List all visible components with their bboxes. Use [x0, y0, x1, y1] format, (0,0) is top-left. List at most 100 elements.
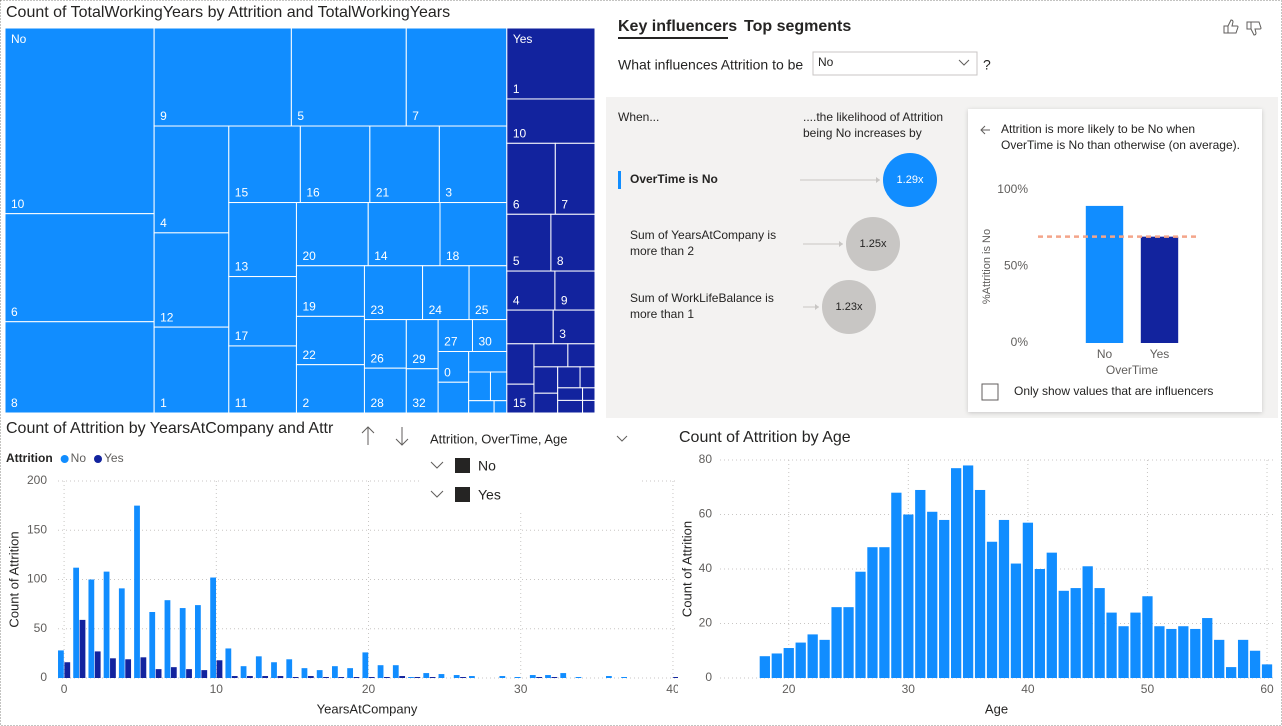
detail-chart: 0% 50% 100% OverTime %Attrition is No No Yes [981, 182, 1197, 377]
legend-label: Yes [104, 451, 124, 465]
treemap-cell [506, 213, 552, 272]
column-header: being No increases by [803, 126, 922, 140]
checkbox[interactable] [981, 383, 999, 401]
visual-title: Count of TotalWorkingYears by Attrition … [6, 4, 450, 21]
treemap-cell [557, 387, 584, 401]
bar [149, 612, 156, 678]
cell-label: 5 [297, 109, 304, 123]
bar [939, 519, 950, 678]
x-tick-label: 20 [782, 682, 796, 696]
bar [819, 639, 830, 678]
treemap-cell [554, 270, 596, 311]
y-tick-label: 150 [27, 522, 47, 536]
thumbs-up-icon[interactable] [1223, 19, 1239, 34]
cell-label: 27 [444, 335, 458, 349]
bar [240, 666, 247, 678]
treemap-cell [554, 142, 596, 215]
cell-label: 5 [513, 254, 520, 268]
bar [186, 669, 192, 678]
bar [286, 659, 293, 678]
selection-bar [618, 171, 621, 189]
detail-title: OverTime is No than otherwise (on averag… [1001, 138, 1240, 152]
treemap-cell [506, 383, 535, 414]
x-tick-label: 10 [210, 682, 224, 696]
y-tick-label: 60 [699, 507, 713, 521]
cell-label: 10 [513, 126, 527, 140]
slicer-chevron[interactable] [616, 435, 628, 442]
tab[interactable]: Top segments [744, 18, 851, 35]
treemap-cell [468, 265, 508, 321]
key-influencers-visual: Key influencers Top segments What influe… [606, 18, 1278, 418]
help-mark: ? [983, 57, 991, 73]
expand-chevron[interactable] [430, 461, 444, 469]
legend-marker [60, 455, 69, 463]
bar [1085, 205, 1124, 343]
cell-label: 15 [513, 396, 527, 410]
bar [323, 677, 329, 678]
cell-label: 3 [559, 327, 566, 341]
treemap-cell [4, 321, 155, 414]
bar [195, 605, 201, 678]
treemap-cell [295, 315, 365, 366]
treemap-cell [405, 368, 439, 414]
slicer-checkbox[interactable] [455, 487, 470, 502]
bar [1140, 236, 1179, 343]
x-tick-label: 50 [1141, 682, 1155, 696]
bar [891, 492, 902, 678]
legend-label: No [71, 451, 87, 465]
bar [118, 588, 125, 678]
bar [453, 675, 460, 678]
x-tick-label: 60 [1260, 682, 1274, 696]
influencer-label: more than 1 [630, 307, 694, 321]
bar [1249, 650, 1261, 678]
y-tick-label: 50% [1004, 259, 1028, 273]
expand-chevron[interactable] [430, 490, 444, 498]
bar [338, 677, 345, 678]
back-arrow[interactable] [980, 125, 990, 135]
question: What influences Attrition to be [618, 57, 803, 73]
bar [831, 607, 842, 678]
visual-title: Count of Attrition by YearsAtCompany and… [6, 420, 334, 437]
bar [460, 677, 466, 678]
bar [1202, 618, 1213, 678]
bar [759, 656, 770, 678]
bar [231, 676, 238, 678]
cell-label: 19 [302, 300, 316, 314]
bar [575, 677, 582, 678]
cell-label: 23 [370, 303, 384, 317]
bar [1166, 628, 1177, 678]
slicer-checkbox[interactable] [455, 458, 470, 473]
bar [94, 651, 101, 678]
bar [536, 677, 543, 678]
bar [1261, 664, 1273, 678]
bar [271, 662, 277, 678]
bar [316, 670, 323, 678]
cell-label: 26 [370, 351, 384, 365]
treemap-cell [552, 309, 596, 345]
y-tick-label: 80 [699, 452, 713, 466]
bar [529, 675, 536, 678]
connector-arrow [876, 177, 880, 183]
bar [1010, 563, 1022, 678]
thumbs-down-icon[interactable] [1246, 21, 1262, 36]
drill-down-icon[interactable] [395, 427, 409, 446]
treemap-cell [367, 202, 441, 267]
treemap-cell [468, 371, 491, 402]
bar [368, 677, 375, 678]
bar [292, 677, 299, 678]
slicer: Attrition, OverTime, Age No Yes [422, 425, 640, 513]
bar [1190, 628, 1201, 678]
age-chart-visual: Count of Attrition by Age 0 20 40 60 80 20 30 4… [679, 429, 1274, 716]
bar [1154, 626, 1165, 678]
bar [783, 648, 794, 678]
treemap-cell [4, 213, 155, 323]
bar [423, 673, 430, 678]
cell-label: 17 [235, 329, 249, 343]
dropdown[interactable] [812, 51, 978, 76]
tab[interactable]: Key influencers [618, 18, 737, 35]
drill-up-icon[interactable] [361, 426, 375, 445]
bar [867, 547, 878, 678]
treemap-cell [363, 265, 424, 321]
y-tick-label: 20 [699, 616, 713, 630]
influencer-label: Sum of WorkLifeBalance is [630, 291, 774, 305]
